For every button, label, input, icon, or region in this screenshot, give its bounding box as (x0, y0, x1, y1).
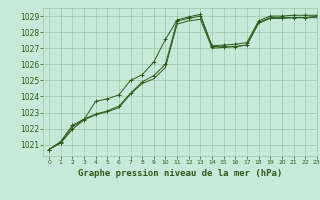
X-axis label: Graphe pression niveau de la mer (hPa): Graphe pression niveau de la mer (hPa) (78, 169, 282, 178)
